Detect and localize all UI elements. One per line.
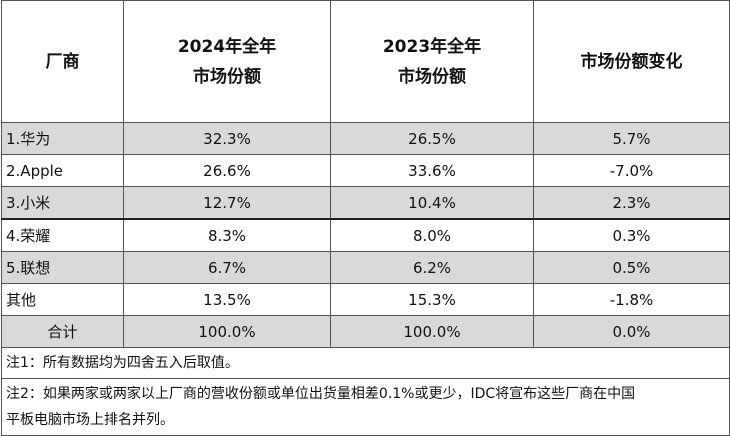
value-cell: 13.5% [123,283,331,316]
header-cell: 市场份额变化 [533,0,730,123]
note-row: 注2：如果两家或两家以上厂商的营收份额或单位出货量相差0.1%或更少，IDC将宣… [1,378,730,436]
vendor-cell: 其他 [1,283,124,316]
value-cell: 100.0% [330,315,534,348]
header-row: 厂商 2024年全年 市场份额 2023年全年 市场份额 市场份额变化 [1,0,730,123]
value-cell: 8.0% [330,218,534,252]
header-cell: 2023年全年 市场份额 [330,0,534,123]
value-cell: 12.7% [123,186,331,220]
header-text: 2023年全年 [382,36,482,57]
value-cell: 5.7% [533,122,730,155]
note-row: 注1：所有数据均为四舍五入后取值。 [1,347,730,379]
value-cell: 10.4% [330,186,534,220]
value-cell: 32.3% [123,122,331,155]
value-cell: 2.3% [533,186,730,220]
table-row: 4.荣耀 8.3% 8.0% 0.3% [1,218,730,252]
value-cell: 15.3% [330,283,534,316]
vendor-cell: 4.荣耀 [1,218,124,252]
value-cell: -7.0% [533,154,730,187]
vendor-cell: 2.Apple [1,154,124,187]
note-text: 注1：所有数据均为四舍五入后取值。 [6,355,239,371]
value-cell: 0.0% [533,315,730,348]
value-cell: 26.5% [330,122,534,155]
value-cell: 100.0% [123,315,331,348]
vendor-cell: 合计 [1,315,124,348]
header-text: 2024年全年 [177,36,277,57]
table-row: 其他 13.5% 15.3% -1.8% [1,283,730,316]
vendor-cell: 3.小米 [1,186,124,220]
value-cell: 0.3% [533,218,730,252]
value-cell: 8.3% [123,218,331,252]
table-row: 合计 100.0% 100.0% 0.0% [1,315,730,348]
value-cell: 26.6% [123,154,331,187]
value-cell: 6.7% [123,251,331,284]
table-row: 5.联想 6.7% 6.2% 0.5% [1,251,730,284]
header-text: 市场份额 [398,66,466,87]
note-cell: 注2：如果两家或两家以上厂商的营收份额或单位出货量相差0.1%或更少，IDC将宣… [1,378,730,436]
note-text: 注2：如果两家或两家以上厂商的营收份额或单位出货量相差0.1%或更少，IDC将宣… [6,386,636,402]
header-cell: 2024年全年 市场份额 [123,0,331,123]
table-body: 1.华为 32.3% 26.5% 5.7% 2.Apple 26.6% 33.6% -7.0%… [1,122,730,436]
vendor-cell: 1.华为 [1,122,124,155]
header-text: 市场份额 [193,66,261,87]
note-text: 平板电脑市场上排名并列。 [6,412,174,428]
vendor-cell: 5.联想 [1,251,124,284]
header-cell: 厂商 [1,0,124,123]
value-cell: -1.8% [533,283,730,316]
value-cell: 6.2% [330,251,534,284]
value-cell: 33.6% [330,154,534,187]
value-cell: 0.5% [533,251,730,284]
header-text: 市场份额变化 [580,51,683,72]
header-text: 厂商 [45,51,80,72]
table-row: 1.华为 32.3% 26.5% 5.7% [1,122,730,155]
table-row: 2.Apple 26.6% 33.6% -7.0% [1,154,730,187]
note-cell: 注1：所有数据均为四舍五入后取值。 [1,347,730,379]
table-row: 3.小米 12.7% 10.4% 2.3% [1,186,730,220]
